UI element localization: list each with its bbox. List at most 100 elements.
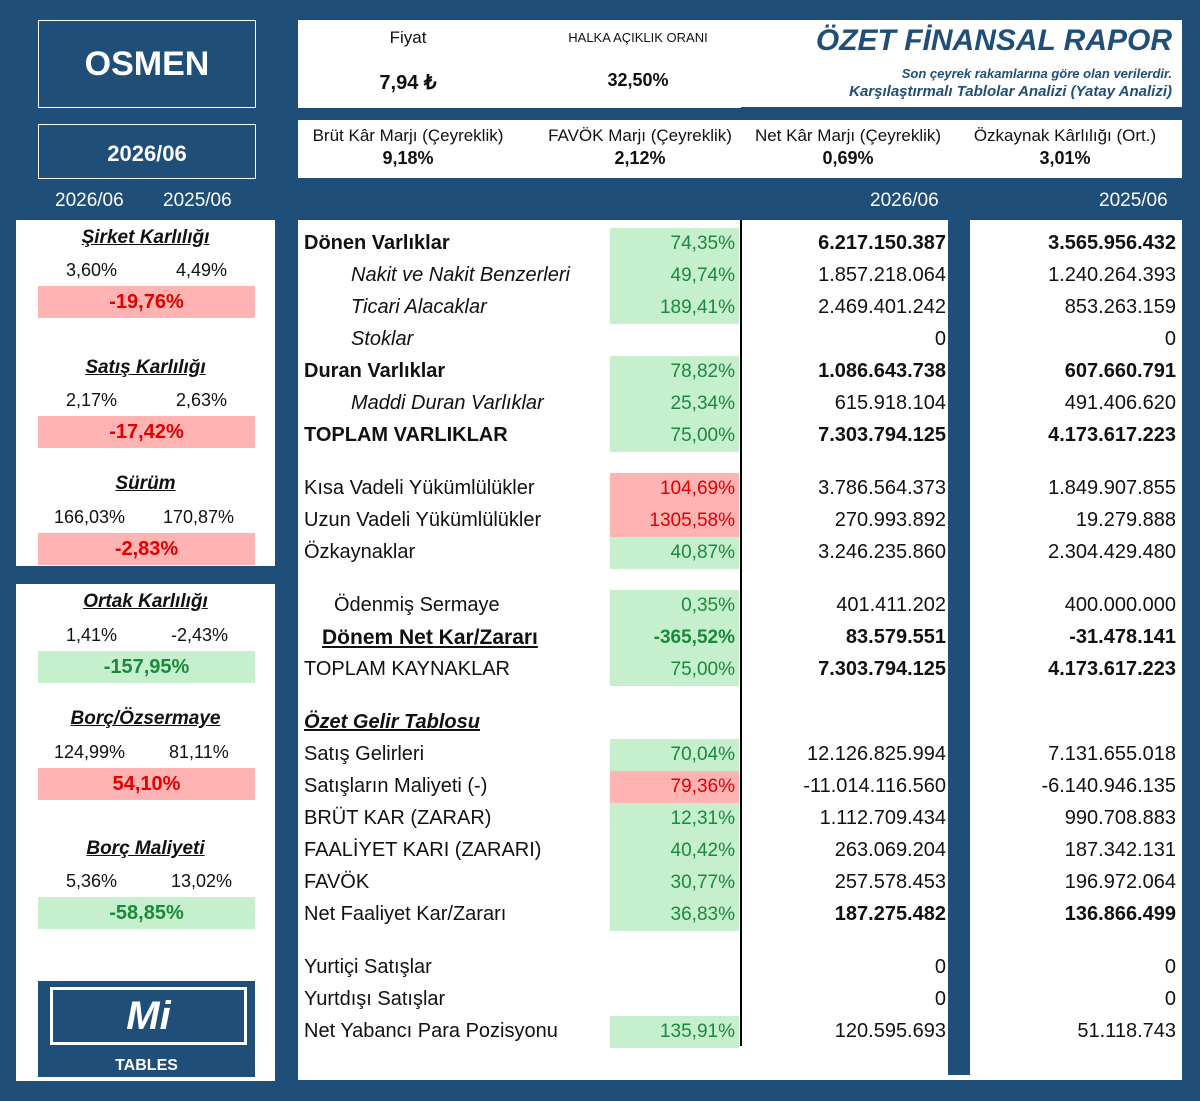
metric-title: Şirket Karlılığı (81, 227, 210, 248)
row-value-previous: 853.263.159 (1064, 296, 1176, 318)
metric-previous: -2,43% (171, 625, 229, 645)
ratio-panel: Brüt Kâr Marjı (Çeyreklik) 9,18% FAVÖK M… (298, 120, 1182, 178)
metric-current: 124,99% (54, 742, 126, 762)
row-value-current: 7.303.794.125 (818, 424, 946, 446)
row-label: Satışların Maliyeti (-) (304, 775, 488, 797)
row-value-previous: 1.849.907.855 (1048, 477, 1176, 499)
table-row: Nakit ve Nakit Benzerleri 49,74% 1.857.218… (298, 260, 1182, 292)
ratio-gross-margin: Brüt Kâr Marjı (Çeyreklik) 9,18% (298, 120, 518, 178)
table-row: Özet Gelir Tablosu (298, 707, 1182, 739)
row-change-pct: 36,83% (610, 899, 739, 931)
row-change-pct: 49,74% (610, 260, 739, 292)
row-value-previous: 4.173.617.223 (1048, 658, 1176, 680)
table-row: Dönem Net Kar/Zararı -365,52% 83.579.551 -3… (298, 622, 1182, 654)
row-label: Net Faaliyet Kar/Zararı (304, 903, 507, 925)
metric-title: Ortak Karlılığı (83, 591, 208, 612)
metric-change: -17,42% (38, 416, 255, 448)
row-label: Özet Gelir Tablosu (304, 711, 480, 733)
row-label: TOPLAM VARLIKLAR (304, 424, 508, 446)
row-value-current: 7.303.794.125 (818, 658, 946, 680)
left-year-current: 2026/06 (55, 190, 124, 211)
row-label: Duran Varlıklar (304, 360, 446, 382)
row-change-pct: 104,69% (610, 473, 739, 505)
divider (741, 107, 1182, 109)
row-value-previous: 196.972.064 (1064, 871, 1176, 893)
row-change-pct: 40,87% (610, 537, 739, 569)
row-label: Satış Gelirleri (304, 743, 425, 765)
row-value-current: 0 (934, 988, 946, 1010)
row-label: Maddi Duran Varlıklar (351, 392, 544, 414)
table-row: Uzun Vadeli Yükümlülükler 1305,58% 270.993… (298, 505, 1182, 537)
row-change-pct: 189,41% (610, 292, 739, 324)
row-label: Özkaynaklar (304, 541, 416, 563)
table-row: BRÜT KAR (ZARAR) 12,31% 1.112.709.434 990.7… (298, 803, 1182, 835)
row-value-previous: 990.708.883 (1064, 807, 1176, 829)
row-value-current: 263.069.204 (834, 839, 946, 861)
row-label: BRÜT KAR (ZARAR) (304, 807, 492, 829)
row-label: Yurtdışı Satışlar (304, 988, 446, 1010)
row-change-pct: 75,00% (610, 654, 739, 686)
row-value-current: -11.014.116.560 (803, 775, 946, 797)
column-divider (740, 220, 742, 1046)
row-value-current: 3.786.564.373 (818, 477, 946, 499)
table-row: Stoklar 0 0 (298, 324, 1182, 356)
left-year-previous: 2025/06 (163, 190, 232, 211)
row-value-previous: 2.304.429.480 (1048, 541, 1176, 563)
row-change-pct: 75,00% (610, 420, 739, 452)
row-change-pct: 25,34% (610, 388, 739, 420)
row-value-current: 120.595.693 (834, 1020, 946, 1042)
row-change-pct: 12,31% (610, 803, 739, 835)
row-label: Ödenmiş Sermaye (334, 594, 500, 616)
row-value-current: 0 (934, 328, 946, 350)
ratio-value: 3,01% (1039, 148, 1091, 168)
row-label: Kısa Vadeli Yükümlülükler (304, 477, 535, 499)
row-value-current: 401.411.202 (836, 594, 946, 616)
table-row: Satış Gelirleri 70,04% 12.126.825.994 7.131… (298, 739, 1182, 771)
row-change-pct: 1305,58% (610, 505, 739, 537)
metric-current: 166,03% (54, 507, 126, 527)
row-value-previous: -31.478.141 (1069, 626, 1176, 648)
row-value-current: 615.918.104 (834, 392, 946, 414)
row-value-current: 187.275.482 (834, 903, 946, 925)
ratio-label: Net Kâr Marjı (Çeyreklik) (754, 126, 942, 145)
table-row: FAALİYET KARI (ZARARI) 40,42% 263.069.204 1… (298, 835, 1182, 867)
metric-previous: 170,87% (163, 507, 235, 527)
row-change-pct: 74,35% (610, 228, 739, 260)
table-row: Yurtiçi Satışlar 0 0 (298, 952, 1182, 984)
row-value-previous: 400.000.000 (1064, 594, 1176, 616)
row-change-pct: 135,91% (610, 1016, 739, 1048)
row-value-current: 3.246.235.860 (818, 541, 946, 563)
row-change-pct: 0,35% (610, 590, 739, 622)
row-value-current: 1.112.709.434 (819, 807, 946, 829)
metric-change: -19,76% (38, 286, 255, 318)
row-change-pct: 30,77% (610, 867, 739, 899)
metric-previous: 2,63% (176, 390, 228, 410)
logo-text: TABLES (115, 1057, 178, 1074)
table-row: Kısa Vadeli Yükümlülükler 104,69% 3.786.56… (298, 473, 1182, 505)
row-value-previous: 1.240.264.393 (1048, 264, 1176, 286)
row-value-current: 1.086.643.738 (818, 360, 946, 382)
row-label: Nakit ve Nakit Benzerleri (351, 264, 570, 286)
row-value-current: 257.578.453 (834, 871, 946, 893)
float-label: HALKA AÇIKLIK ORANI (568, 30, 708, 45)
metric-change: -58,85% (38, 897, 255, 929)
row-change-pct: 78,82% (610, 356, 739, 388)
report-subtitle-2: Karşılaştırmalı Tablolar Analizi (Yatay … (849, 83, 1172, 100)
row-change-pct: 79,36% (610, 771, 739, 803)
ratio-value: 0,69% (822, 148, 874, 168)
row-value-current: 83.579.551 (845, 626, 946, 648)
column-separator-bar (948, 220, 970, 1075)
company-ticker: OSMEN (38, 20, 256, 108)
row-value-current: 0 (934, 956, 946, 978)
row-label: TOPLAM KAYNAKLAR (304, 658, 510, 680)
row-value-previous: 187.342.131 (1064, 839, 1176, 861)
financial-table: Dönen Varlıklar 74,35% 6.217.150.387 3.565.… (298, 220, 1182, 1080)
metric-previous: 81,11% (169, 742, 229, 762)
row-change-pct: 70,04% (610, 739, 739, 771)
row-label: Yurtiçi Satışlar (304, 956, 432, 978)
price-value: 7,94 ₺ (379, 72, 437, 94)
row-label: Net Yabancı Para Pozisyonu (304, 1020, 558, 1042)
table-year-current: 2026/06 (870, 190, 939, 211)
row-value-previous: 0 (1164, 956, 1176, 978)
report-subtitle: Son çeyrek rakamlarına göre olan veriler… (901, 66, 1172, 81)
